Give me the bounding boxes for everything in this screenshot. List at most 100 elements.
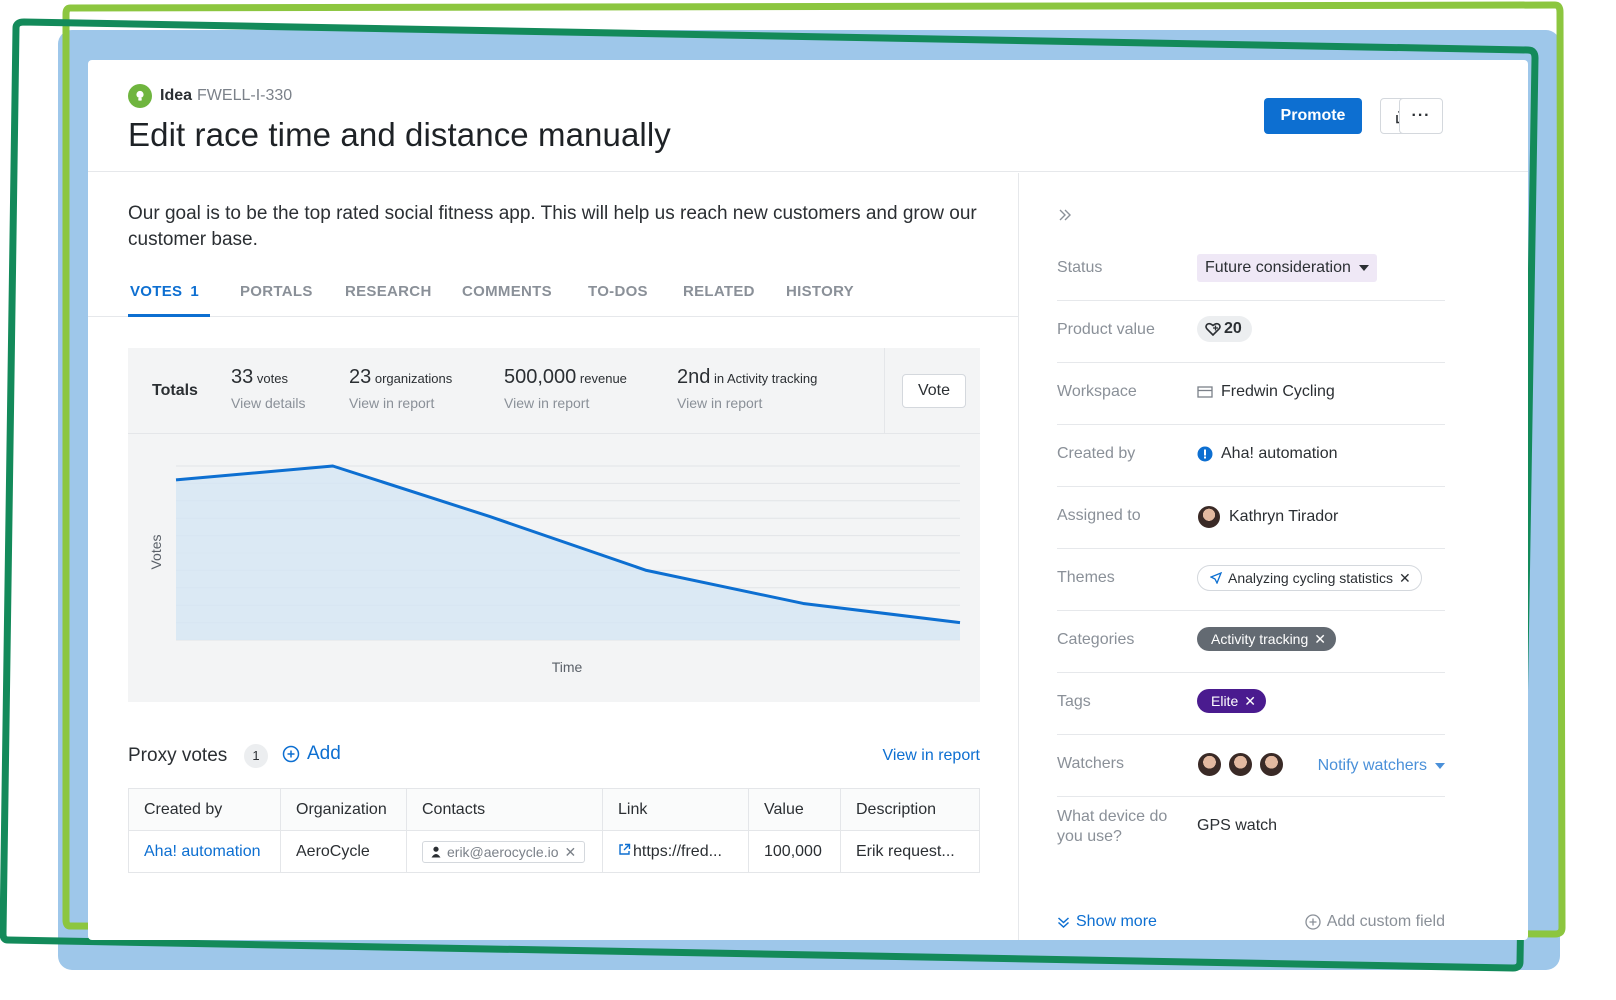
tab-research[interactable]: RESEARCH [345,283,432,300]
field-label: Product value [1057,321,1155,338]
caret-down-icon [1435,763,1445,769]
view-details-link[interactable]: View details [231,395,306,411]
created-by-link[interactable]: Aha! automation [128,830,281,873]
field-label: Categories [1057,631,1135,648]
field-label: Workspace [1057,383,1137,400]
workspace-icon [1197,386,1213,398]
stat-unit: revenue [579,371,627,386]
votes-chart: Votes Time [148,464,961,675]
field-value: Activity tracking ✕ [1197,627,1336,651]
proxy-votes-count: 1 [244,744,268,768]
vote-button[interactable]: Vote [902,374,966,408]
show-more-label: Show more [1076,913,1157,930]
stat-unit: in Activity tracking [714,371,818,386]
field-value: Future consideration [1197,254,1377,282]
add-proxy-vote-button[interactable]: Add [282,743,341,765]
column-divider [1018,173,1019,940]
column-header[interactable]: Link [602,788,749,831]
field-workspace: Workspace Fredwin Cycling [1057,363,1445,425]
remove-theme-icon[interactable]: ✕ [1398,570,1411,586]
add-custom-field-button[interactable]: Add custom field [1305,913,1445,931]
stat-unit: votes [256,371,288,386]
view-in-report-link[interactable]: View in report [349,395,435,411]
notify-watchers-dropdown[interactable]: Notify watchers [1318,757,1445,775]
more-icon: ··· [1411,107,1431,124]
promote-button[interactable]: Promote [1264,98,1362,134]
tab-votes[interactable]: VOTES 1 [128,283,210,317]
add-label: Add [307,743,341,764]
vote-divider [884,348,885,434]
tab-bar: VOTES 1 PORTALS RESEARCH COMMENTS TO-DOS … [88,283,1018,317]
more-button[interactable]: ··· [1399,98,1443,134]
caret-down-icon [1358,265,1369,271]
record-id[interactable]: FWELL-I-330 [197,87,293,104]
field-value[interactable]: Aha! automation [1197,445,1338,463]
link-cell[interactable]: https://fred... [602,830,749,873]
column-header[interactable]: Value [748,788,841,831]
external-link-icon [619,843,631,855]
category-chip[interactable]: Activity tracking ✕ [1197,627,1336,651]
product-value-score[interactable]: 20 [1197,316,1252,342]
tab-count: 1 [190,283,200,300]
field-value[interactable]: Fredwin Cycling [1197,383,1335,401]
stat-rank: 2nd in Activity tracking View in report [677,366,817,411]
show-more-button[interactable]: Show more [1057,913,1157,931]
view-in-report-link[interactable]: View in report [677,395,763,411]
totals-label: Totals [152,382,198,399]
field-created-by: Created by Aha! automation [1057,425,1445,487]
column-header[interactable]: Created by [128,788,281,831]
stat-value: 23 [349,366,372,388]
column-header[interactable]: Organization [280,788,407,831]
view-in-report-link[interactable]: View in report [882,747,980,764]
info-icon [1197,446,1213,462]
record-card: Idea FWELL-I-330 Edit race time and dist… [88,60,1528,940]
person-icon [431,846,441,857]
field-value[interactable]: GPS watch [1197,817,1278,834]
contact-chip[interactable]: erik@aerocycle.io ✕ [422,840,586,863]
view-in-report-link[interactable]: View in report [504,395,590,411]
tab-related[interactable]: RELATED [683,283,755,300]
main-panel: Our goal is to be the top rated social f… [88,173,1018,940]
field-label: Assigned to [1057,507,1141,524]
field-value[interactable]: Kathryn Tirador [1197,505,1338,529]
field-label: Status [1057,259,1103,276]
chart-y-axis-label: Votes [148,534,164,569]
description-cell[interactable]: Erik request... [840,830,980,873]
remove-category-icon[interactable]: ✕ [1314,631,1326,647]
contacts-cell[interactable]: erik@aerocycle.io ✕ [406,830,603,873]
page-title[interactable]: Edit race time and distance manually [128,116,671,153]
field-tags: Tags Elite ✕ [1057,673,1445,735]
tab-history[interactable]: HISTORY [786,283,854,300]
table-header-row: Created by Organization Contacts Link Va… [128,788,980,831]
stat-value: 33 [231,366,254,388]
field-value: Elite ✕ [1197,689,1266,713]
table-row[interactable]: Aha! automation AeroCycle erik@aerocycle… [128,830,980,873]
idea-description[interactable]: Our goal is to be the top rated social f… [128,203,977,250]
organization-cell[interactable]: AeroCycle [280,830,407,873]
remove-tag-icon[interactable]: ✕ [1244,693,1256,709]
tab-portals[interactable]: PORTALS [240,283,313,300]
collapse-sidebar-icon[interactable] [1057,207,1073,223]
plus-circle-icon [1305,914,1321,930]
tag-chip[interactable]: Elite ✕ [1197,689,1266,713]
plus-circle-icon [282,745,300,763]
field-watchers: Watchers Notify watchers [1057,735,1445,797]
tab-to-dos[interactable]: TO-DOS [588,283,648,300]
avatar [1259,752,1284,777]
column-header[interactable]: Description [840,788,980,831]
watcher-avatars[interactable] [1197,752,1284,777]
stat-revenue: 500,000 revenue View in report [504,366,627,411]
value-cell[interactable]: 100,000 [748,830,841,873]
details-sidebar: Status Future consideration Product valu… [1019,173,1528,940]
notify-watchers-label: Notify watchers [1317,757,1427,774]
field-label: Tags [1057,693,1091,710]
column-header[interactable]: Contacts [406,788,603,831]
status-dropdown[interactable]: Future consideration [1197,254,1377,282]
field-value: Analyzing cycling statistics ✕ [1197,565,1422,591]
tab-label: VOTES [130,283,183,300]
tab-comments[interactable]: COMMENTS [462,283,552,300]
field-categories: Categories Activity tracking ✕ [1057,611,1445,673]
avatar [1197,752,1222,777]
remove-contact-icon[interactable]: ✕ [564,843,577,860]
theme-chip[interactable]: Analyzing cycling statistics ✕ [1197,565,1422,591]
